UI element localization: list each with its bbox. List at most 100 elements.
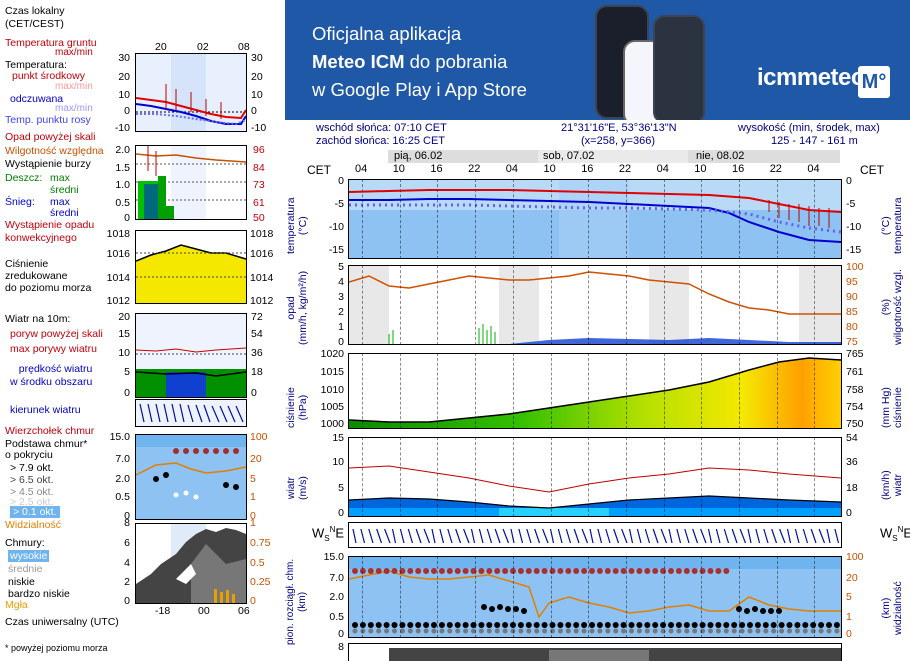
grid-line — [588, 437, 590, 517]
precip-axis-right: (%) wilgotność wzgl. — [880, 269, 904, 345]
okt-0: > 7.9 okt. — [10, 462, 54, 474]
wind-tick-0: 15 — [332, 432, 344, 444]
cloud-dot — [533, 568, 540, 574]
wind-arrow — [810, 528, 817, 544]
cet-right: CET — [860, 163, 884, 177]
cloud-tick-2: 2.0 — [329, 591, 344, 603]
cloud-dot — [573, 568, 580, 574]
cloud-dot — [747, 628, 753, 634]
grid-line — [739, 353, 740, 429]
temp-tick-l-3: 0 — [124, 105, 130, 117]
cloud-dot — [565, 628, 571, 634]
wind-arrow — [684, 528, 690, 544]
cloud-dot — [549, 568, 556, 574]
cloud-dot — [802, 628, 808, 634]
cloud-dot — [513, 606, 519, 612]
hour-tick-8: 04 — [656, 163, 669, 175]
grid-line — [512, 265, 514, 345]
cloud-dot — [471, 628, 476, 634]
cloud-dot — [557, 568, 564, 574]
cloud-dot — [752, 606, 758, 612]
cloud-tick-r-0: 100 — [250, 431, 268, 443]
grid-line — [663, 353, 665, 429]
icmmeteo-logo: icmmeteo — [757, 64, 866, 91]
cloud-rtick-3: 1 — [846, 611, 852, 623]
cloud-dot — [779, 628, 785, 634]
cloud-dot — [731, 622, 738, 628]
precip-rtick-4: 80 — [846, 321, 858, 333]
okt-1: > 6.5 okt. — [10, 474, 54, 486]
pressure-chart — [348, 353, 842, 429]
wind-arrow — [439, 528, 445, 544]
cloud-dot — [768, 608, 774, 614]
cloud-dot — [707, 568, 714, 574]
mini-clouds-chart — [135, 523, 247, 604]
grid-line — [776, 437, 778, 517]
wind-dir-label: kierunek wiatru — [10, 404, 81, 416]
mini-winddir-svg — [139, 403, 244, 423]
clouds-partial-svg — [389, 648, 841, 661]
grid-line — [475, 353, 477, 429]
press-tick-l-0: 1018 — [106, 228, 130, 240]
cloud-dot — [470, 622, 477, 628]
wind-rtick-1: 36 — [846, 456, 858, 468]
mini-pressure-chart — [135, 230, 247, 304]
wind-arrow — [549, 528, 555, 544]
precip-chart-svg — [349, 266, 841, 344]
cloud-base-svg — [349, 557, 841, 634]
cloud-dot — [636, 628, 642, 634]
cloud-axis-left: pion. rozciągł. chm. (km) — [285, 558, 308, 645]
banner-line2: Meteo ICM do pobrania — [312, 48, 527, 76]
cloud-dot — [644, 568, 651, 574]
feels-label: odczuwana — [10, 93, 64, 105]
cet-left: CET — [307, 163, 331, 177]
footnote: * powyżej poziomu morza — [5, 643, 108, 653]
temp-tick-l-2: 10 — [118, 89, 130, 101]
mini-precip-chart — [135, 145, 247, 220]
cloud-dot — [375, 622, 382, 628]
cloud-dot — [415, 568, 422, 574]
cloud-dot — [723, 628, 729, 634]
cloud-dot — [352, 628, 358, 634]
local-tick-02: 02 — [197, 41, 209, 53]
grid-line — [437, 437, 439, 517]
grid-line — [475, 556, 477, 638]
clouds-chart-partial — [348, 643, 842, 661]
clouds-label: Chmury: — [5, 537, 45, 549]
mini-wind-chart — [135, 313, 247, 398]
cloud-dot — [478, 568, 485, 574]
cloud-dot — [462, 622, 469, 628]
hour-tick-12: 04 — [807, 163, 820, 175]
wind-arrow — [668, 528, 673, 544]
cloud-dot — [762, 622, 769, 628]
precip-tick-r-4: 50 — [253, 212, 265, 224]
clouds-tick-l-2: 4 — [124, 557, 130, 569]
cloud-dot — [818, 622, 825, 628]
cloud-dot — [557, 622, 564, 628]
precip-occ-label: Wystąpienie opadu konwekcyjnego — [5, 219, 95, 244]
app-banner[interactable]: Oficjalna aplikacja Meteo ICM do pobrani… — [285, 0, 910, 120]
wind-arrow — [723, 528, 730, 544]
wind-arrow — [731, 528, 738, 544]
hour-tick-3: 22 — [468, 163, 481, 175]
grid-line — [701, 353, 703, 429]
wind-arrow — [376, 528, 383, 544]
grid-line — [550, 437, 552, 517]
cloud-dot — [581, 622, 588, 628]
wind-arrow — [621, 528, 628, 544]
press-tick-l-3: 1012 — [106, 295, 130, 307]
precip-tick-5: 0 — [338, 336, 344, 348]
press-tick-r-1: 1016 — [250, 248, 274, 260]
cloud-dot — [399, 628, 405, 634]
cloud-dot — [494, 628, 500, 634]
grid-line — [362, 556, 363, 638]
local-time-label: Czas lokalny (CET/CEST) — [5, 5, 65, 30]
press-tick-r-3: 1012 — [250, 295, 274, 307]
day-bar-3 — [688, 150, 840, 163]
precip-tick-3: 2 — [338, 306, 344, 318]
sunrise-text: wschód słońca: 07:10 CET — [316, 122, 447, 134]
wind-direction-svg — [352, 528, 840, 544]
hour-tick-11: 22 — [769, 163, 782, 175]
wind-chart — [348, 437, 842, 517]
cloud-dot — [629, 628, 634, 634]
